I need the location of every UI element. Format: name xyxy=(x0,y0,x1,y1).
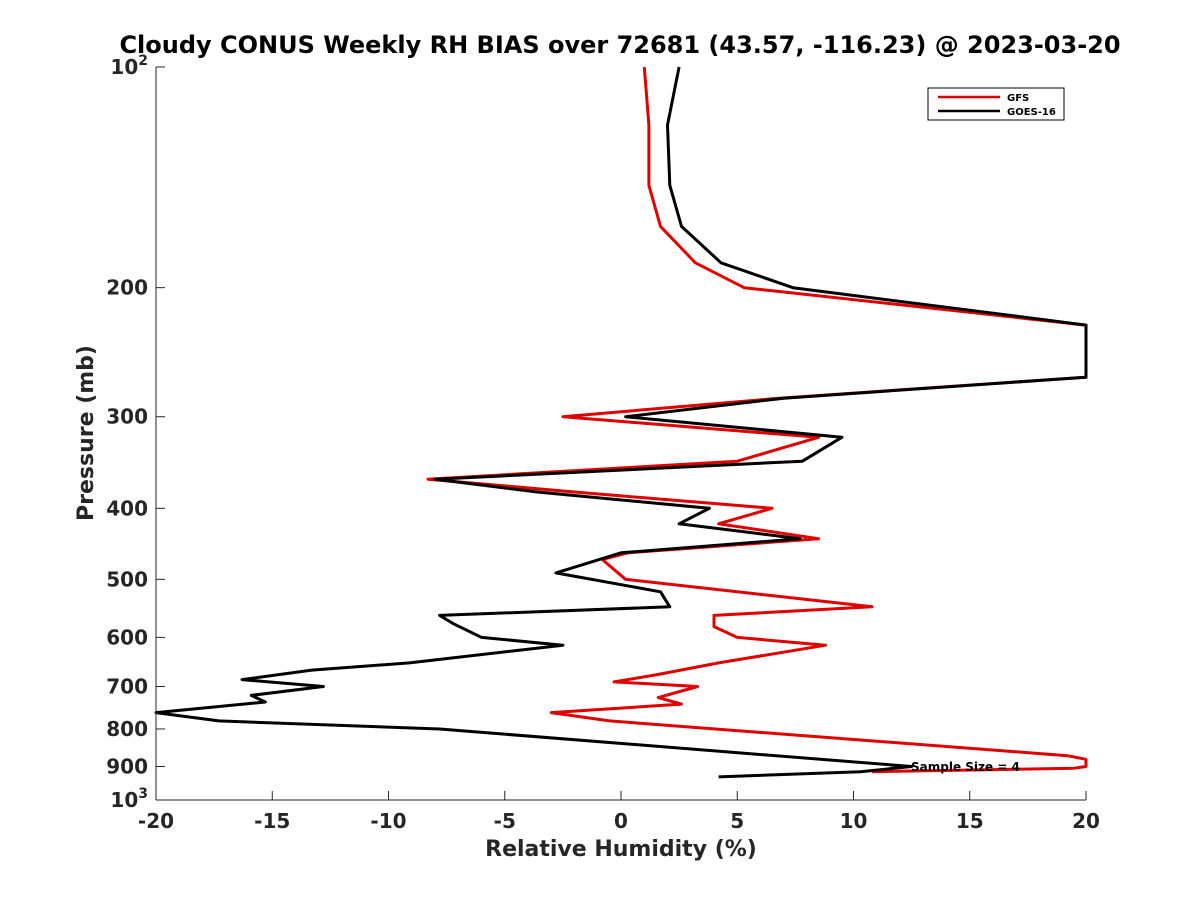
x-tick-label: -10 xyxy=(370,809,406,833)
y-axis-label: Pressure (mb) xyxy=(74,345,99,521)
y-tick-label: 200 xyxy=(106,276,148,300)
legend-label-goes16: GOES-16 xyxy=(1007,107,1056,118)
plot-area xyxy=(156,67,1086,800)
y-tick-label: 500 xyxy=(106,567,148,591)
y-tick-label: 800 xyxy=(106,717,148,741)
y-tick-label: 300 xyxy=(106,405,148,429)
series-line-goes-16 xyxy=(154,66,1088,779)
y-tick-label: 700 xyxy=(106,674,148,698)
legend-label-gfs: GFS xyxy=(1007,93,1029,104)
y-tick-label: 600 xyxy=(106,625,148,649)
x-axis-label: Relative Humidity (%) xyxy=(485,837,757,862)
series-layer xyxy=(154,66,1088,779)
legend: GFS GOES-16 xyxy=(927,87,1065,121)
sample-size-annotation: Sample Size = 4 xyxy=(911,760,1020,774)
y-tick-label: 400 xyxy=(106,496,148,520)
x-tick-label: 10 xyxy=(840,809,868,833)
y-tick-label: 900 xyxy=(106,754,148,778)
chart-title: Cloudy CONUS Weekly RH BIAS over 72681 (… xyxy=(119,31,1120,59)
x-tick-label: 0 xyxy=(614,809,628,833)
x-tick-label: 5 xyxy=(730,809,744,833)
y-tick-label: 102 xyxy=(110,53,148,79)
y-ticks: 102 200 300 400 500 600 700 800 900 103 xyxy=(106,53,165,812)
y-tick-label: 103 xyxy=(110,786,148,812)
legend-box xyxy=(927,87,1065,121)
x-ticks: -20 -15 -10 -5 0 5 10 15 20 xyxy=(138,791,1100,833)
x-tick-label: -20 xyxy=(138,809,174,833)
x-tick-label: -5 xyxy=(494,809,516,833)
x-tick-label: 20 xyxy=(1072,809,1100,833)
x-tick-label: -15 xyxy=(254,809,290,833)
x-tick-label: 15 xyxy=(956,809,984,833)
